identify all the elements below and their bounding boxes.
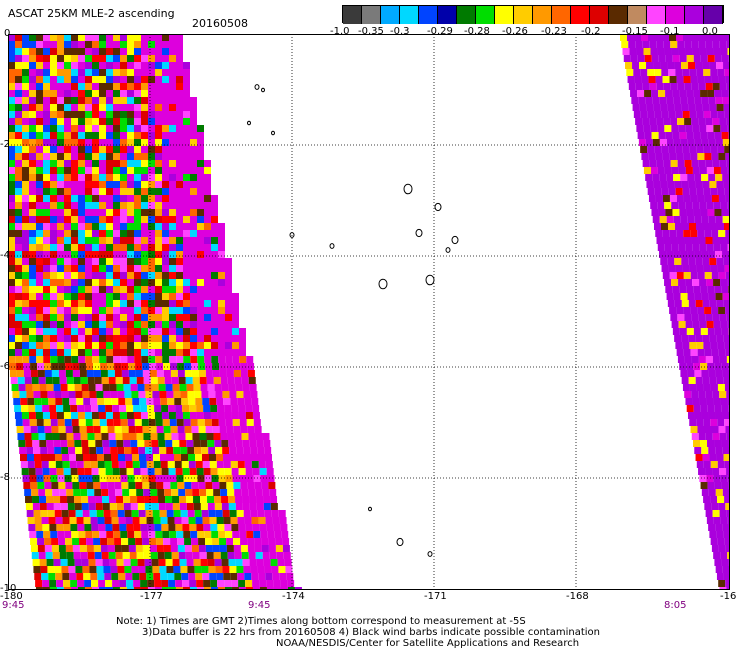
colorbar-swatch <box>362 6 381 24</box>
colorbar-swatch <box>343 6 362 24</box>
colorbar-label: -0.28 <box>464 26 490 37</box>
time-label: 9:45 <box>248 600 271 611</box>
colorbar-label: -0.2 <box>581 26 601 37</box>
colorbar-swatch <box>666 6 685 24</box>
colorbar-label: -0.26 <box>502 26 528 37</box>
colorbar-swatch <box>438 6 457 24</box>
colorbar-swatch <box>609 6 628 24</box>
colorbar-label: -0.29 <box>427 26 453 37</box>
colorbar-label: -0.35 <box>358 26 384 37</box>
colorbar-swatch <box>704 6 723 24</box>
x-tick-label: -180 <box>0 591 23 602</box>
time-label: 8:05 <box>664 600 687 611</box>
x-tick-label: -177 <box>140 591 163 602</box>
x-tick-label: -174 <box>282 591 305 602</box>
y-tick-label: 0 <box>4 28 11 39</box>
map-title: ASCAT 25KM MLE-2 ascending <box>8 7 175 20</box>
colorbar-swatch <box>552 6 571 24</box>
x-tick-label: -168 <box>566 591 589 602</box>
y-tick-label: -4 <box>0 250 10 261</box>
y-tick-label: -2 <box>0 139 10 150</box>
colorbar-swatch <box>533 6 552 24</box>
colorbar-swatch <box>628 6 647 24</box>
colorbar-swatch <box>514 6 533 24</box>
colorbar-swatch <box>476 6 495 24</box>
colorbar-swatch <box>419 6 438 24</box>
colorbar-label: -0.23 <box>541 26 567 37</box>
colorbar-swatch <box>457 6 476 24</box>
colorbar-swatch <box>571 6 590 24</box>
y-tick-label: -6 <box>0 361 10 372</box>
y-tick-label: -10 <box>0 583 17 594</box>
colorbar-swatch <box>685 6 704 24</box>
colorbar-swatch <box>590 6 609 24</box>
colorbar-swatch <box>381 6 400 24</box>
colorbar-label: -0.1 <box>660 26 680 37</box>
colorbar-swatch <box>400 6 419 24</box>
colorbar-label: -1.0 <box>330 26 350 37</box>
y-tick-label: -8 <box>0 472 10 483</box>
colorbar <box>342 5 724 24</box>
x-tick-label: -171 <box>424 591 447 602</box>
right-swath <box>620 34 730 590</box>
time-label: 9:45 <box>2 600 25 611</box>
island-outlines <box>247 84 459 557</box>
colorbar-swatch <box>495 6 514 24</box>
colorbar-swatch <box>647 6 666 24</box>
note-line-1: Note: 1) Times are GMT 2)Times along bot… <box>116 616 526 627</box>
map-date: 20160508 <box>192 17 248 30</box>
colorbar-label: -0.3 <box>390 26 410 37</box>
map-frame <box>8 34 730 590</box>
footer-notes: Note: 1) Times are GMT 2)Times along bot… <box>116 616 600 649</box>
note-line-2: 3)Data buffer is 22 hrs from 20160508 4)… <box>142 627 600 638</box>
note-line-3: NOAA/NESDIS/Center for Satellite Applica… <box>276 638 580 649</box>
colorbar-labels: -1.0 -0.35 -0.3 -0.29 -0.28 -0.26 -0.23 -0.2 -0.… <box>330 26 740 38</box>
graticule <box>8 34 730 590</box>
left-swath <box>8 34 302 590</box>
x-tick-label: -16 <box>720 591 737 602</box>
colorbar-label: -0.15 <box>622 26 648 37</box>
colorbar-label: 0.0 <box>702 26 718 37</box>
map-plot <box>8 34 730 590</box>
